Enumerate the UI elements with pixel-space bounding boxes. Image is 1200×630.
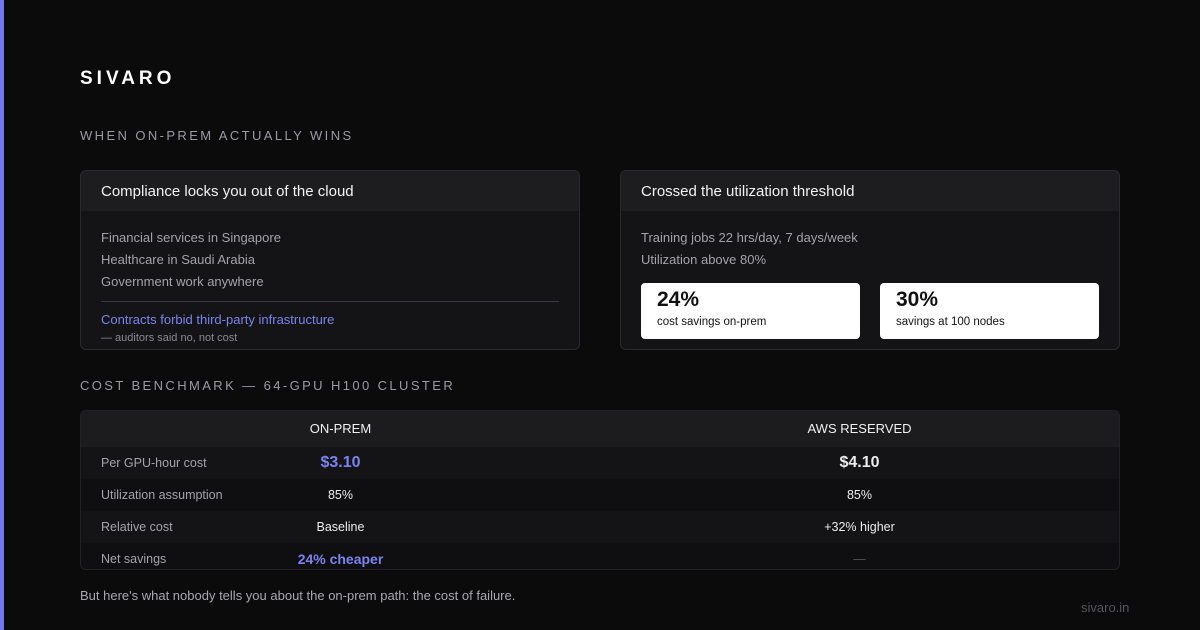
cell: — bbox=[853, 552, 866, 566]
card-line: Utilization above 80% bbox=[641, 252, 767, 267]
card-title: Crossed the utilization threshold bbox=[621, 171, 1119, 211]
accent-bar bbox=[0, 0, 4, 630]
brand: SIVARO bbox=[80, 68, 176, 89]
table-row: Net savings 24% cheaper — bbox=[81, 543, 1119, 569]
divider bbox=[101, 301, 559, 302]
cell: 85% bbox=[846, 488, 873, 502]
cell: +32% higher bbox=[824, 520, 895, 534]
stat-label: savings at 100 nodes bbox=[896, 316, 1005, 328]
cell: Baseline bbox=[316, 520, 365, 534]
cell: $3.10 bbox=[320, 454, 361, 471]
card-line: Training jobs 22 hrs/day, 7 days/week bbox=[641, 230, 858, 245]
table-row: Relative cost Baseline +32% higher bbox=[81, 511, 1119, 543]
cell: $4.10 bbox=[839, 454, 880, 471]
table-row: Utilization assumption 85% 85% bbox=[81, 479, 1119, 511]
card-line: Healthcare in Saudi Arabia bbox=[101, 252, 255, 267]
stat-value: 30% bbox=[896, 288, 939, 311]
header-cell: ON-PREM bbox=[309, 421, 372, 436]
row-label: Relative cost bbox=[101, 520, 173, 534]
row-label: Utilization assumption bbox=[101, 488, 223, 502]
section-title: COST BENCHMARK — 64-GPU H100 CLUSTER bbox=[80, 378, 456, 393]
row-label: Net savings bbox=[101, 552, 167, 566]
section-title: WHEN ON-PREM ACTUALLY WINS bbox=[80, 128, 354, 143]
row-label: Per GPU-hour cost bbox=[101, 456, 207, 470]
cell: 85% bbox=[327, 488, 354, 502]
table-row: Per GPU-hour cost $3.10 $4.10 bbox=[81, 447, 1119, 479]
card: Crossed the utilization threshold Traini… bbox=[620, 170, 1120, 350]
highlight: Contracts forbid third-party infrastruct… bbox=[101, 312, 335, 327]
table-header: ON-PREM AWS RESERVED bbox=[81, 411, 1119, 447]
card: Compliance locks you out of the cloud Fi… bbox=[80, 170, 580, 350]
header-cell: AWS RESERVED bbox=[807, 421, 912, 436]
footer-url: sivaro.in bbox=[1081, 600, 1130, 615]
stat: 24% cost savings on-prem bbox=[641, 283, 860, 339]
card-title: Compliance locks you out of the cloud bbox=[81, 171, 579, 211]
stat-label: cost savings on-prem bbox=[657, 316, 767, 328]
stat: 30% savings at 100 nodes bbox=[880, 283, 1099, 339]
table: ON-PREM AWS RESERVED Per GPU-hour cost $… bbox=[80, 410, 1120, 570]
cell: 24% cheaper bbox=[297, 551, 384, 567]
footer-text: But here's what nobody tells you about t… bbox=[80, 588, 516, 603]
card-line: Financial services in Singapore bbox=[101, 230, 281, 245]
card-line: Government work anywhere bbox=[101, 274, 264, 289]
stat-value: 24% bbox=[657, 288, 700, 311]
note: — auditors said no, not cost bbox=[101, 332, 238, 344]
